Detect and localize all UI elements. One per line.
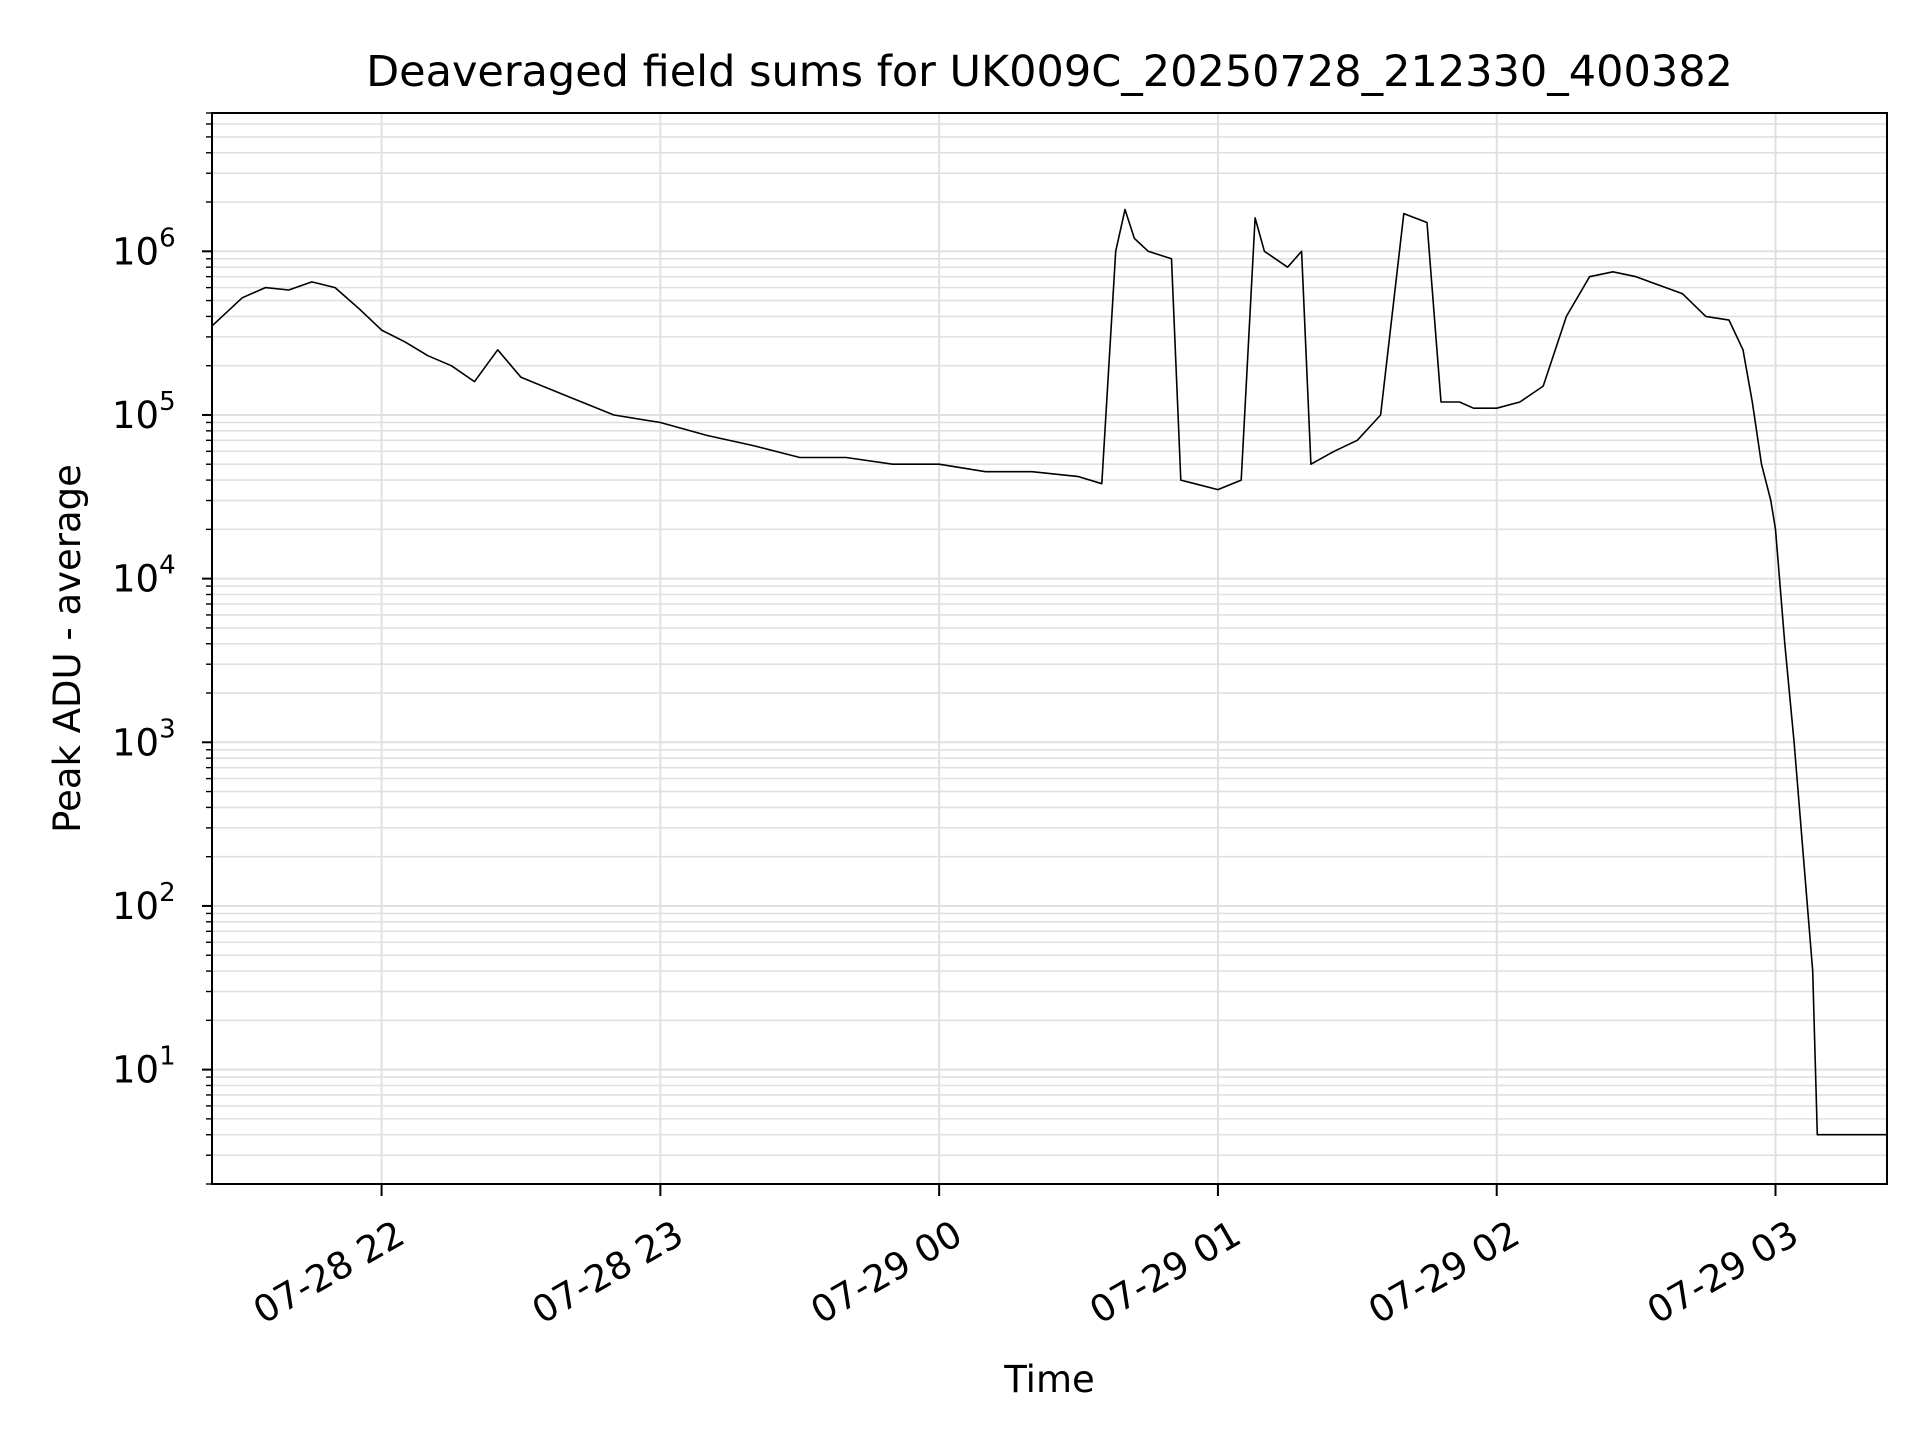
y-tick-label: 104 <box>112 551 176 601</box>
series-layer <box>211 208 1887 1136</box>
y-tick-label: 106 <box>112 223 176 273</box>
y-tick-label: 102 <box>112 878 176 928</box>
plot-frame <box>211 112 1888 1185</box>
y-tick-label: 103 <box>112 714 176 764</box>
x-axis-label: Time <box>1003 1358 1095 1401</box>
series-line <box>211 208 1887 1136</box>
y-tick-label: 105 <box>112 387 176 437</box>
grid <box>212 112 1887 1185</box>
y-axis-label: Peak ADU - average <box>46 464 89 833</box>
y-tick-label: 101 <box>112 1042 176 1092</box>
chart-title: Deaveraged field sums for UK009C_2025072… <box>366 47 1733 97</box>
